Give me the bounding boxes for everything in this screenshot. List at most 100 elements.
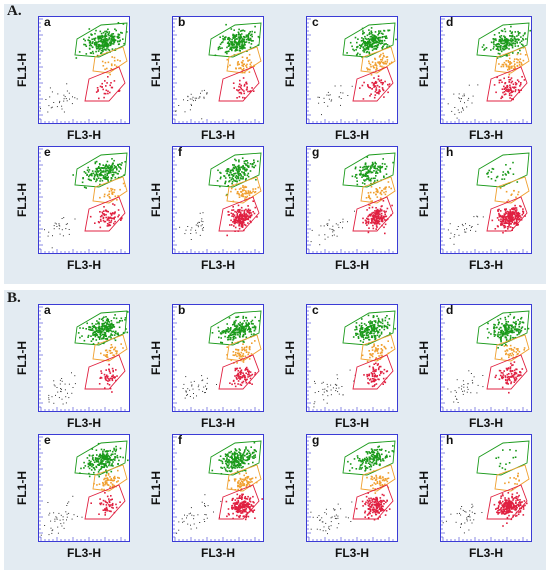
panel-letter: a — [44, 15, 51, 29]
panel-letter: g — [312, 145, 320, 159]
section-b-label: B. — [7, 290, 21, 306]
axis-ticks — [307, 148, 394, 253]
gate-red — [84, 484, 126, 520]
gate-green — [342, 22, 396, 58]
events-red — [355, 492, 391, 521]
events-red — [90, 492, 121, 516]
plot-area-a-h — [440, 146, 532, 254]
events-orange — [500, 344, 526, 360]
events-orange — [93, 469, 120, 491]
events-red — [359, 75, 391, 100]
panel-letter: b — [178, 303, 186, 317]
panel-a-d: d FL3-H FL1-H — [410, 12, 538, 147]
events-red — [362, 200, 393, 235]
x-axis-label: FL3-H — [201, 546, 235, 560]
events-red — [493, 76, 526, 101]
axis-ticks — [307, 436, 394, 541]
panel-letter: h — [446, 433, 454, 447]
events-black — [48, 372, 76, 405]
events-black — [40, 495, 83, 536]
events-red — [229, 355, 257, 388]
events-red — [95, 76, 121, 100]
axis-ticks — [307, 306, 394, 411]
events-black — [179, 212, 204, 240]
events-black — [317, 85, 353, 116]
events-red — [98, 363, 118, 393]
events-green — [352, 314, 396, 345]
x-axis-label: FL3-H — [469, 546, 503, 560]
axis-ticks — [39, 148, 126, 253]
gate-red — [84, 354, 126, 390]
gate-red — [352, 484, 394, 520]
events-green — [486, 161, 519, 183]
y-axis-label: FL1-H — [15, 53, 29, 87]
events-black — [176, 494, 222, 534]
events-red — [491, 201, 526, 234]
plot-area-b-d — [440, 304, 532, 412]
x-axis-label: FL3-H — [335, 546, 369, 560]
events-green — [216, 157, 259, 196]
y-axis-label: FL1-H — [149, 341, 163, 375]
gate-red — [218, 484, 260, 520]
gate-red — [486, 196, 528, 232]
axis-ticks — [307, 18, 394, 123]
gate-red — [352, 66, 394, 102]
events-green — [211, 441, 257, 475]
plot-area-b-b — [172, 304, 264, 412]
gate-green — [74, 152, 128, 188]
gate-red — [352, 354, 394, 390]
section-a-label: A. — [7, 3, 22, 19]
scatter-b-g — [307, 436, 396, 541]
panel-b-a: a FL3-H FL1-H — [8, 300, 136, 435]
axis-ticks — [39, 436, 126, 541]
y-axis-label: FL1-H — [417, 341, 431, 375]
scatter-a-d — [441, 18, 531, 123]
plot-area-a-b — [172, 16, 264, 124]
events-green — [346, 27, 397, 59]
panel-letter: b — [178, 15, 186, 29]
gate-green — [476, 152, 530, 188]
plot-area-b-f — [172, 434, 264, 542]
plot-area-b-c — [306, 304, 398, 412]
events-green — [72, 158, 126, 189]
gate-green — [342, 152, 396, 188]
x-axis-label: FL3-H — [201, 416, 235, 430]
gate-red — [84, 196, 126, 232]
events-green — [75, 22, 128, 59]
events-black — [447, 84, 479, 119]
panel-b-b: b FL3-H FL1-H — [142, 300, 270, 435]
panel-a-h: h FL3-H FL1-H — [410, 142, 538, 277]
axis-ticks — [441, 18, 528, 123]
plot-area-a-d — [440, 16, 532, 124]
events-red — [89, 203, 123, 229]
plot-area-b-h — [440, 434, 532, 542]
gate-orange — [360, 46, 396, 74]
axis-ticks — [173, 148, 260, 253]
gate-green — [74, 22, 128, 58]
events-green — [495, 449, 517, 471]
scatter-b-b — [173, 306, 262, 411]
events-green — [211, 315, 260, 344]
scatter-a-h — [441, 148, 530, 253]
events-orange — [504, 472, 520, 485]
scatter-b-d — [441, 306, 530, 411]
events-green — [486, 313, 530, 349]
panel-b-g: g FL3-H FL1-H — [276, 430, 404, 565]
panel-b-e: e FL3-H FL1-H — [8, 430, 136, 565]
events-black — [175, 89, 208, 120]
panel-b-h: h FL3-H FL1-H — [410, 430, 538, 565]
gate-orange — [494, 176, 530, 204]
events-orange — [99, 182, 126, 201]
plot-area-a-c — [306, 16, 398, 124]
gate-green — [476, 22, 530, 58]
events-orange — [225, 184, 260, 203]
axis-ticks — [39, 18, 126, 123]
panel-letter: e — [44, 433, 51, 447]
axis-ticks — [173, 306, 260, 411]
plot-area-b-e — [38, 434, 130, 542]
panel-letter: g — [312, 433, 320, 447]
panel-a-e: e FL3-H FL1-H — [8, 142, 136, 277]
events-green — [351, 156, 394, 186]
events-red — [226, 200, 258, 237]
